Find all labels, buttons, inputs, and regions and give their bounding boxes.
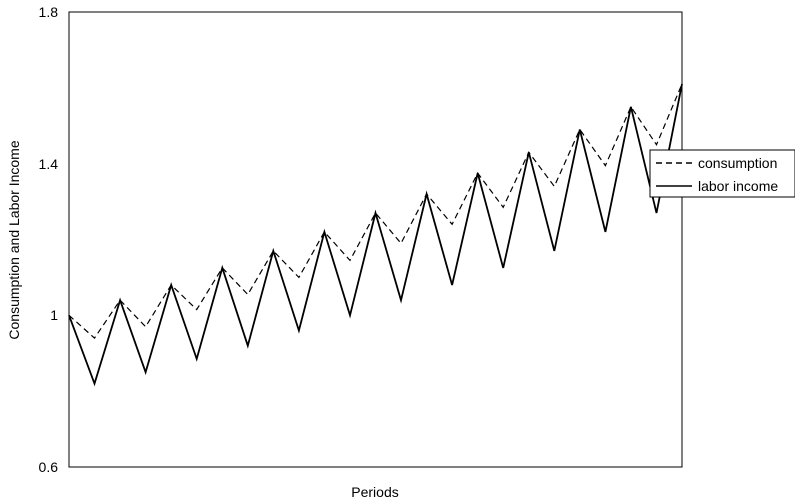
legend-label-labor-income: labor income [698, 178, 778, 194]
x-axis-title: Periods [351, 484, 398, 500]
y-tick-label: 0.6 [39, 459, 59, 475]
legend: consumption labor income [649, 149, 795, 198]
y-axis-ticks: 0.6 1 1.4 1.8 [39, 4, 59, 475]
y-tick-label: 1.4 [39, 156, 59, 172]
y-axis-title: Consumption and Labor Income [6, 140, 22, 339]
y-tick-label: 1.8 [39, 4, 59, 20]
series-line-labor-income [68, 83, 683, 387]
series-layer [68, 83, 683, 387]
legend-box [649, 149, 795, 198]
plot-area [68, 11, 683, 468]
y-tick-label: 1 [50, 307, 58, 323]
legend-label-consumption: consumption [698, 155, 777, 171]
